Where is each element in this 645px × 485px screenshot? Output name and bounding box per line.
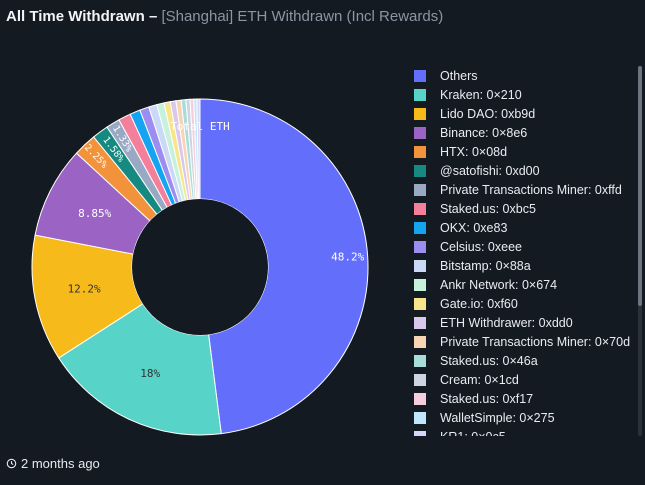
legend-label: Celsius: 0xeee bbox=[440, 239, 522, 254]
legend-swatch bbox=[414, 69, 426, 82]
legend-item-0[interactable]: Others bbox=[414, 66, 640, 85]
legend-item-13[interactable]: ETH Withdrawer: 0xdd0 bbox=[414, 313, 640, 332]
legend-item-6[interactable]: Private Transactions Miner: 0xffd bbox=[414, 180, 640, 199]
legend-label: Private Transactions Miner: 0×70d bbox=[440, 334, 631, 349]
legend-swatch bbox=[414, 202, 426, 215]
legend-item-7[interactable]: Staked.us: 0xbc5 bbox=[414, 199, 640, 218]
slice-data-label-1: 18% bbox=[140, 367, 160, 380]
legend-item-15[interactable]: Staked.us: 0×46a bbox=[414, 351, 640, 370]
legend-item-18[interactable]: WalletSimple: 0×275 bbox=[414, 408, 640, 427]
legend-label: WalletSimple: 0×275 bbox=[440, 410, 555, 425]
legend-swatch bbox=[414, 88, 426, 101]
donut-chart: 48.2%18%12.2%8.85%2.25%1.58%1.33% bbox=[31, 98, 369, 436]
legend-label: Gate.io: 0xf60 bbox=[440, 296, 518, 311]
legend-item-19[interactable]: KR1: 0×0c5 bbox=[414, 427, 640, 436]
legend-swatch bbox=[414, 354, 426, 367]
chart-subtitle: [Shanghai] ETH Withdrawn (Incl Rewards) bbox=[161, 8, 444, 25]
legend-label: Lido DAO: 0xb9d bbox=[440, 106, 536, 121]
legend-swatch bbox=[414, 240, 426, 253]
legend-swatch bbox=[414, 145, 426, 158]
legend-swatch bbox=[414, 278, 426, 291]
legend-item-3[interactable]: Binance: 0×8e6 bbox=[414, 123, 640, 142]
chart-inner-title: Total ETH bbox=[170, 120, 230, 133]
legend-label: HTX: 0×08d bbox=[440, 144, 508, 159]
legend-item-2[interactable]: Lido DAO: 0xb9d bbox=[414, 104, 640, 123]
legend-swatch bbox=[414, 183, 426, 196]
legend-item-16[interactable]: Cream: 0×1cd bbox=[414, 370, 640, 389]
legend-item-9[interactable]: Celsius: 0xeee bbox=[414, 237, 640, 256]
legend-label: OKX: 0xe83 bbox=[440, 220, 508, 235]
legend-item-14[interactable]: Private Transactions Miner: 0×70d bbox=[414, 332, 640, 351]
legend-swatch bbox=[414, 316, 426, 329]
legend-label: Staked.us: 0×46a bbox=[440, 353, 538, 368]
time-ago-text: 2 months ago bbox=[21, 456, 100, 471]
history-icon bbox=[6, 458, 17, 469]
legend-swatch bbox=[414, 221, 426, 234]
legend-label: Others bbox=[440, 68, 478, 83]
legend-item-10[interactable]: Bitstamp: 0×88a bbox=[414, 256, 640, 275]
legend-item-11[interactable]: Ankr Network: 0×674 bbox=[414, 275, 640, 294]
legend-label: Cream: 0×1cd bbox=[440, 372, 519, 387]
legend-label: Staked.us: 0xf17 bbox=[440, 391, 534, 406]
legend-swatch bbox=[414, 411, 426, 424]
last-updated: 2 months ago bbox=[6, 456, 100, 471]
legend-swatch bbox=[414, 430, 426, 436]
donut-hole bbox=[132, 199, 268, 335]
pie-slice-1[interactable] bbox=[58, 303, 222, 436]
legend-item-1[interactable]: Kraken: 0×210 bbox=[414, 85, 640, 104]
legend-item-8[interactable]: OKX: 0xe83 bbox=[414, 218, 640, 237]
legend-swatch bbox=[414, 126, 426, 139]
legend-item-17[interactable]: Staked.us: 0xf17 bbox=[414, 389, 640, 408]
legend-item-5[interactable]: @satofishi: 0xd00 bbox=[414, 161, 640, 180]
legend-label: Private Transactions Miner: 0xffd bbox=[440, 182, 622, 197]
legend-label: Ankr Network: 0×674 bbox=[440, 277, 558, 292]
title-separator: – bbox=[148, 8, 158, 25]
chart-legend: Others Kraken: 0×210 Lido DAO: 0xb9d Binanc… bbox=[414, 66, 640, 436]
chart-title: All Time Withdrawn bbox=[6, 8, 145, 25]
slice-data-label-0: 48.2% bbox=[331, 251, 364, 264]
legend-item-12[interactable]: Gate.io: 0xf60 bbox=[414, 294, 640, 313]
legend-swatch bbox=[414, 335, 426, 348]
chart-header: All Time Withdrawn – [Shanghai] ETH With… bbox=[6, 8, 639, 30]
legend-label: Kraken: 0×210 bbox=[440, 87, 522, 102]
legend-scrollbar[interactable] bbox=[638, 66, 642, 436]
legend-swatch bbox=[414, 259, 426, 272]
legend-item-4[interactable]: HTX: 0×08d bbox=[414, 142, 640, 161]
legend-swatch bbox=[414, 373, 426, 386]
legend-label: @satofishi: 0xd00 bbox=[440, 163, 540, 178]
legend-swatch bbox=[414, 297, 426, 310]
legend-scroll-thumb[interactable] bbox=[638, 66, 642, 306]
legend-label: Binance: 0×8e6 bbox=[440, 125, 528, 140]
legend-label: KR1: 0×0c5 bbox=[440, 430, 506, 437]
legend-swatch bbox=[414, 107, 426, 120]
slice-data-label-3: 8.85% bbox=[78, 207, 111, 220]
legend-label: Staked.us: 0xbc5 bbox=[440, 201, 536, 216]
legend-swatch bbox=[414, 392, 426, 405]
donut-chart-area: Total ETH 48.2% 18% 12.2% 8.85% 2.25% 1.58% 1.… bbox=[0, 50, 400, 450]
legend-label: Bitstamp: 0×88a bbox=[440, 258, 531, 273]
legend-label: ETH Withdrawer: 0xdd0 bbox=[440, 315, 573, 330]
legend-swatch bbox=[414, 164, 426, 177]
slice-data-label-2: 12.2% bbox=[68, 282, 101, 295]
